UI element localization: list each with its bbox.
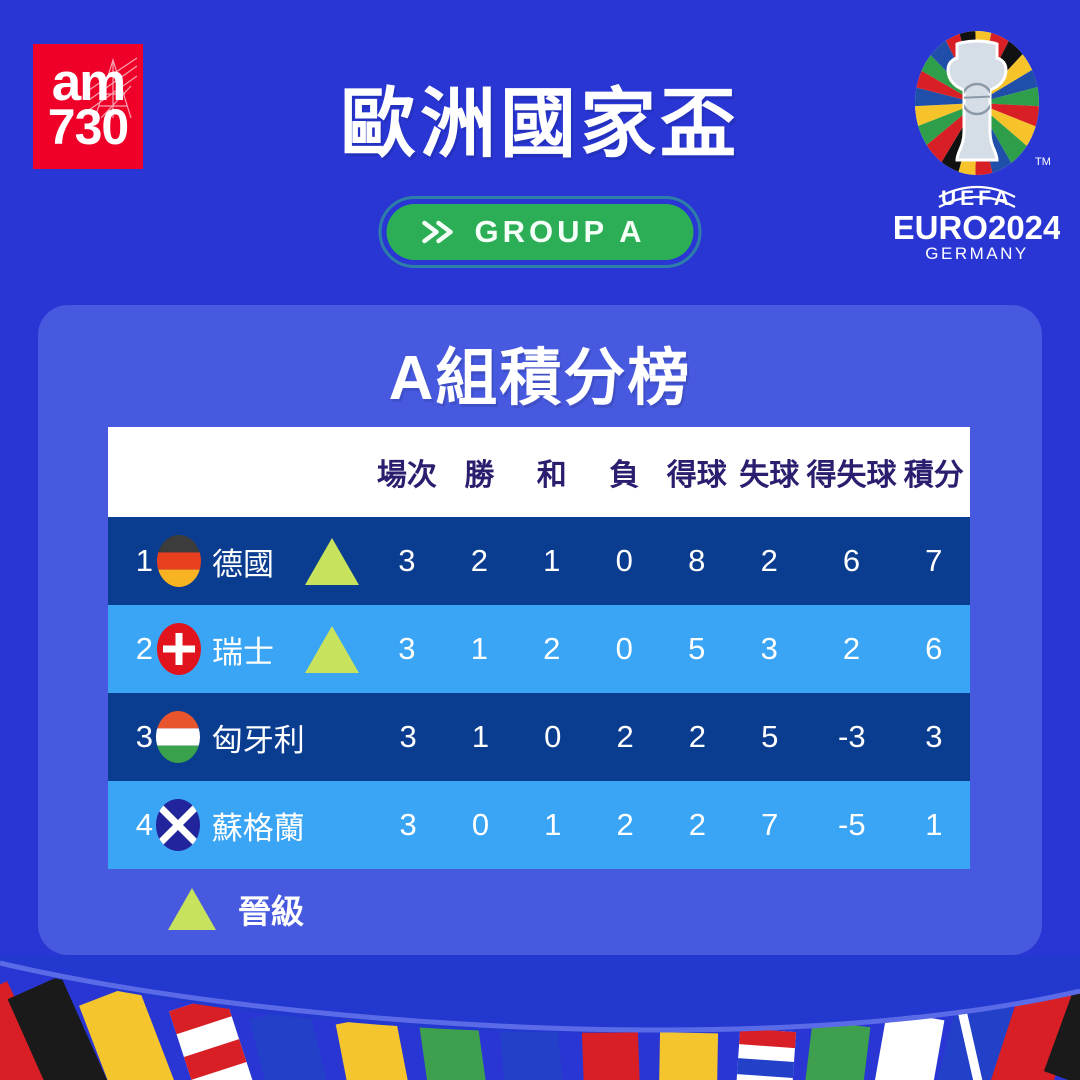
row-played: 3	[398, 631, 416, 666]
row-played: 3	[399, 719, 417, 754]
row-played: 3	[398, 543, 416, 578]
column-header-loss: 負	[609, 459, 640, 492]
euro-2024-label: EURO2024	[895, 209, 1060, 246]
germany-label: GERMANY	[925, 244, 1028, 263]
row-team-name: 蘇格蘭	[211, 810, 305, 846]
standings-card: A組積分榜 場次 勝 和 負 得球 失球 得失球 積分 1	[38, 305, 1042, 955]
table-row[interactable]: 3 匈牙利 3 1 0 2 2 5 -3 3	[108, 693, 970, 781]
row-win: 1	[471, 719, 490, 754]
qualified-triangle-icon	[305, 537, 360, 585]
row-played: 3	[399, 807, 417, 842]
row-points: 3	[925, 719, 943, 754]
column-header-draw: 和	[536, 459, 567, 492]
row-points: 6	[925, 631, 943, 666]
row-team-name: 匈牙利	[211, 722, 305, 758]
row-draw: 1	[544, 807, 562, 842]
am730-logo-am: am	[51, 53, 127, 113]
am730-logo: am 730	[33, 44, 143, 169]
am730-logo-730: 730	[47, 99, 129, 156]
row-goals-against: 5	[761, 719, 779, 754]
legend: 晉級	[168, 885, 304, 933]
row-goals-for: 2	[688, 719, 707, 754]
row-team-name: 德國	[211, 546, 274, 582]
column-header-goals-against: 失球	[739, 459, 800, 492]
bridge-graphic-icon	[88, 57, 138, 118]
row-goal-difference: -5	[838, 807, 866, 842]
group-badge-label: GROUP A	[474, 214, 646, 249]
flag-bunting-decoration	[0, 955, 1080, 1080]
qualified-triangle-icon	[305, 625, 360, 673]
scotland-flag-icon	[156, 799, 201, 851]
row-win: 2	[470, 543, 488, 578]
row-draw: 0	[544, 719, 562, 754]
row-draw: 2	[543, 631, 561, 666]
row-win: 0	[471, 807, 490, 842]
row-goal-difference: 6	[842, 543, 861, 578]
row-goals-for: 8	[688, 543, 706, 578]
table-header-row: 場次 勝 和 負 得球 失球 得失球 積分	[108, 427, 970, 517]
germany-flag-icon	[156, 535, 201, 587]
row-win: 1	[470, 631, 488, 666]
row-goals-against: 2	[760, 543, 778, 578]
row-loss: 0	[615, 631, 633, 666]
hungary-flag-icon	[156, 711, 201, 763]
row-rank: 2	[135, 631, 154, 666]
row-rank: 3	[135, 719, 153, 754]
row-points: 7	[925, 543, 943, 578]
switzerland-flag-icon	[156, 623, 201, 675]
row-loss: 0	[615, 543, 633, 578]
row-goals-for: 2	[688, 807, 707, 842]
row-goals-against: 7	[761, 807, 779, 842]
row-goals-for: 5	[688, 631, 706, 666]
row-goal-difference: 2	[842, 631, 861, 666]
row-rank: 4	[135, 807, 153, 842]
double-chevron-right-icon	[421, 217, 455, 247]
row-points: 1	[925, 807, 943, 842]
trademark-label: TM	[1035, 156, 1051, 168]
column-header-goals-for: 得球	[666, 459, 727, 492]
page-header: am 730 歐洲國家盃 GROUP A	[0, 0, 1080, 300]
row-rank: 1	[135, 543, 154, 578]
uefa-label: UEFA	[941, 187, 1013, 210]
green-triangle-icon	[168, 888, 216, 930]
page-title: 歐洲國家盃	[340, 82, 740, 167]
row-draw: 1	[543, 543, 561, 578]
row-team-name: 瑞士	[211, 634, 274, 670]
uefa-euro-2024-logo: TM UEFA EURO2024 GERMANY	[895, 31, 1060, 263]
column-header-points: 積分	[903, 459, 964, 492]
standings-table: 場次 勝 和 負 得球 失球 得失球 積分 1 德國 3 2 1 0	[108, 427, 970, 869]
row-goals-against: 3	[760, 631, 778, 666]
card-title: A組積分榜	[388, 344, 692, 413]
table-row[interactable]: 2 瑞士 3 1 2 0 5 3 2 6	[108, 605, 970, 693]
table-row[interactable]: 4 蘇格蘭 3 0 1 2 2 7 -5 1	[108, 781, 970, 869]
column-header-win: 勝	[464, 459, 495, 492]
group-badge[interactable]: GROUP A	[378, 196, 702, 268]
legend-label: 晉級	[238, 893, 304, 930]
column-header-played: 場次	[376, 459, 437, 492]
table-row[interactable]: 1 德國 3 2 1 0 8 2 6 7	[108, 517, 970, 605]
row-goal-difference: -3	[838, 719, 866, 754]
row-loss: 2	[616, 719, 634, 754]
row-loss: 2	[616, 807, 634, 842]
column-header-goal-difference: 得失球	[806, 459, 897, 492]
